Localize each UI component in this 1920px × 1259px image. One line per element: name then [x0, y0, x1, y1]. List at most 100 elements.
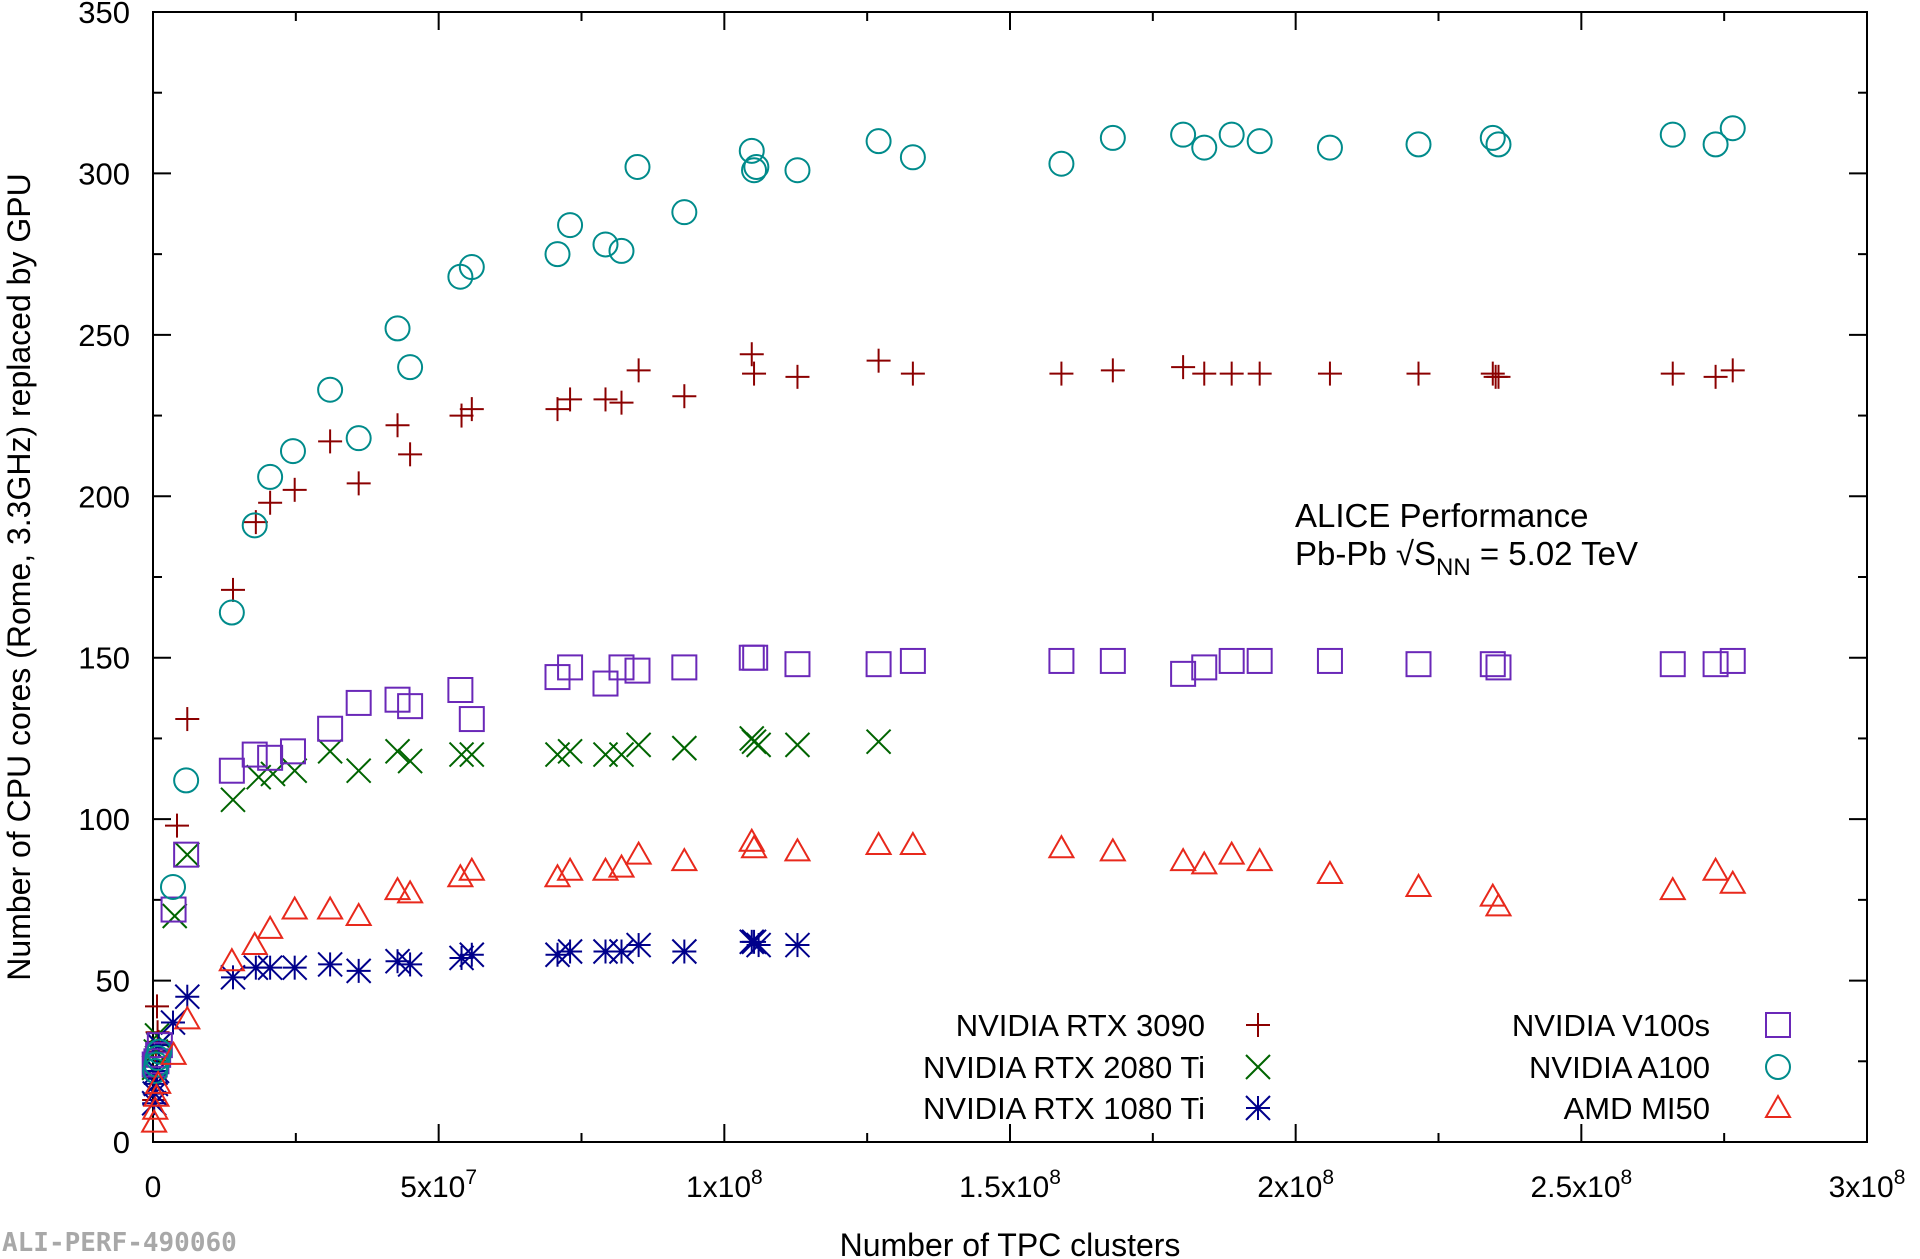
- data-point-nvidia-v100s: [1485, 654, 1512, 681]
- data-point-nvidia-rtx-3090: [785, 364, 810, 389]
- data-point-nvidia-rtx-2080-ti: [459, 741, 485, 768]
- data-point-nvidia-rtx-3090: [593, 387, 618, 412]
- data-point-amd-mi50: [1484, 892, 1513, 917]
- data-point-amd-mi50: [256, 914, 284, 939]
- legend-marker-nvidia-rtx-2080-ti: [1245, 1054, 1271, 1080]
- data-point-nvidia-rtx-3090: [626, 358, 651, 383]
- x-tick-label: 5x107: [400, 1166, 477, 1204]
- data-point-nvidia-rtx-3090: [258, 490, 283, 515]
- data-point-nvidia-a100: [865, 128, 892, 155]
- x-tick-label: 1x108: [686, 1166, 763, 1204]
- data-point-nvidia-rtx-3090: [672, 384, 697, 409]
- data-point-nvidia-a100: [1099, 124, 1126, 151]
- legend-marker-nvidia-a100: [1765, 1054, 1791, 1080]
- data-point-amd-mi50: [344, 901, 373, 926]
- data-point-nvidia-v100s: [624, 657, 651, 684]
- data-point-nvidia-rtx-3090: [1703, 364, 1728, 389]
- data-point-nvidia-v100s: [1405, 651, 1432, 678]
- data-point-amd-mi50: [556, 856, 584, 881]
- data-point-nvidia-rtx-3090: [558, 387, 583, 412]
- data-point-nvidia-rtx-3090: [1486, 364, 1511, 389]
- data-point-amd-mi50: [396, 879, 424, 904]
- y-tick-label: 350: [78, 0, 130, 30]
- legend-label-nvidia-a100: NVIDIA A100: [1529, 1050, 1710, 1085]
- data-point-nvidia-rtx-3090: [1247, 361, 1272, 386]
- data-point-nvidia-rtx-3090: [1100, 358, 1125, 383]
- data-point-nvidia-rtx-3090: [175, 707, 200, 732]
- data-point-nvidia-a100: [1659, 121, 1686, 148]
- legend-label-nvidia-rtx-3090: NVIDIA RTX 3090: [956, 1008, 1205, 1043]
- data-point-amd-mi50: [1099, 837, 1127, 862]
- data-point-amd-mi50: [670, 847, 699, 872]
- y-tick-label: 300: [78, 156, 130, 191]
- x-tick-labels: 0 5x107 1x108 1.5x108 2x108 2.5x108 3x108: [145, 1166, 1906, 1204]
- data-point-nvidia-rtx-2080-ti: [345, 758, 372, 784]
- data-point-amd-mi50: [1190, 850, 1218, 875]
- data-point-nvidia-rtx-3090: [742, 361, 767, 386]
- data-point-amd-mi50: [458, 856, 486, 881]
- data-point-nvidia-v100s: [1246, 647, 1273, 674]
- data-point-nvidia-v100s: [742, 644, 769, 671]
- data-point-nvidia-rtx-2080-ti: [174, 841, 200, 868]
- data-point-amd-mi50: [218, 947, 246, 972]
- annotation-line-2: Pb-Pb √SNN = 5.02 TeV: [1295, 535, 1638, 581]
- data-point-nvidia-rtx-1080-ti: [459, 942, 485, 968]
- data-point-nvidia-rtx-1080-ti: [671, 938, 698, 965]
- data-point-nvidia-v100s: [160, 896, 187, 923]
- data-point-nvidia-rtx-3090: [398, 442, 423, 467]
- data-point-nvidia-rtx-3090: [1720, 358, 1745, 383]
- legend: NVIDIA RTX 3090 NVIDIA RTX 2080 Ti NVIDIA …: [923, 1008, 1792, 1126]
- data-point-nvidia-v100s: [784, 651, 811, 678]
- data-point-nvidia-a100: [458, 254, 485, 281]
- data-point-nvidia-v100s: [1099, 647, 1126, 674]
- data-point-nvidia-a100: [159, 873, 186, 900]
- data-point-nvidia-a100: [173, 767, 200, 794]
- data-point-nvidia-rtx-3090: [900, 361, 925, 386]
- x-tick-label: 1.5x108: [959, 1166, 1061, 1204]
- data-point-nvidia-rtx-3090: [385, 413, 410, 438]
- legend-label-amd-mi50: AMD MI50: [1564, 1091, 1710, 1126]
- data-point-nvidia-a100: [1485, 131, 1512, 158]
- data-point-amd-mi50: [624, 840, 653, 865]
- data-point-amd-mi50: [899, 830, 927, 855]
- data-point-nvidia-rtx-3090: [545, 397, 570, 422]
- data-point-nvidia-v100s: [1218, 647, 1245, 674]
- data-point-amd-mi50: [141, 1095, 170, 1120]
- data-point-nvidia-rtx-2080-ti: [608, 741, 635, 768]
- data-point-nvidia-rtx-3090: [1660, 361, 1685, 386]
- data-point-nvidia-a100: [544, 241, 571, 268]
- data-point-nvidia-v100s: [1479, 651, 1506, 678]
- legend-marker-amd-mi50: [1764, 1093, 1792, 1118]
- data-point-nvidia-v100s: [1702, 651, 1729, 678]
- data-point-nvidia-a100: [1048, 150, 1075, 177]
- data-point-amd-mi50: [316, 895, 344, 920]
- data-points: [140, 115, 1747, 1133]
- data-point-nvidia-rtx-3090: [282, 477, 307, 502]
- annotation-subscript: NN: [1436, 554, 1471, 581]
- data-point-nvidia-a100: [345, 425, 372, 452]
- data-point-nvidia-rtx-3090: [1192, 361, 1217, 386]
- y-tick-label: 0: [113, 1125, 130, 1160]
- data-point-nvidia-v100s: [279, 738, 306, 765]
- data-point-nvidia-rtx-2080-ti: [671, 735, 698, 761]
- series-amd-mi50: [140, 827, 1747, 1133]
- x-tick-label: 2.5x108: [1530, 1166, 1632, 1204]
- y-tick-labels: 0 50 100 150 200 250 300 350: [78, 0, 130, 1160]
- data-point-nvidia-a100: [241, 512, 268, 539]
- data-point-nvidia-rtx-2080-ti: [384, 738, 411, 765]
- figure-id-label: ALI-PERF-490060: [2, 1228, 237, 1258]
- data-point-nvidia-v100s: [1316, 647, 1343, 674]
- series-nvidia-v100s: [141, 644, 1746, 1078]
- series-nvidia-rtx-2080-ti: [141, 725, 892, 1081]
- data-point-nvidia-v100s: [447, 677, 474, 703]
- data-point-nvidia-rtx-1080-ti: [625, 932, 652, 958]
- data-point-nvidia-v100s: [592, 670, 619, 697]
- data-point-nvidia-v100s: [608, 654, 635, 681]
- data-point-nvidia-a100: [1702, 131, 1729, 158]
- data-point-nvidia-a100: [257, 463, 284, 490]
- data-point-nvidia-rtx-1080-ti: [174, 984, 200, 1010]
- data-point-nvidia-v100s: [317, 715, 344, 742]
- data-point-nvidia-rtx-1080-ti: [784, 932, 811, 958]
- data-point-amd-mi50: [142, 1082, 171, 1107]
- data-point-nvidia-v100s: [241, 741, 268, 768]
